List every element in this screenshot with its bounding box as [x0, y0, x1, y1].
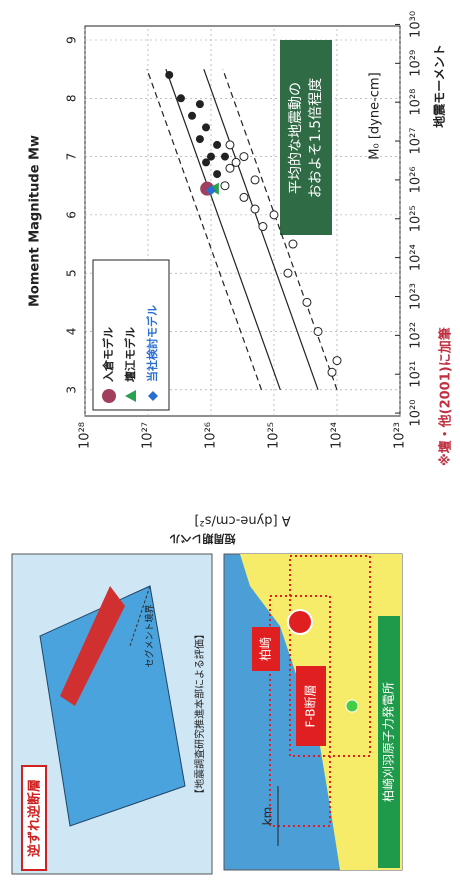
x-axis-title: Moment Magnitude Mw [28, 135, 43, 307]
x-tick-label: 8 [65, 94, 79, 102]
legend-label: 壇江モデル [123, 327, 137, 382]
y-tick-label: 10²⁸ [78, 422, 93, 449]
point [270, 211, 278, 219]
slide: 逆ずれ逆断層 セグメント境界 【地震調査研究推進本部による評価】 km F-B断… [0, 0, 460, 886]
point [221, 153, 229, 161]
point [213, 141, 221, 149]
x2-tick-label: 10²⁰ [409, 400, 424, 427]
legend-marker [102, 389, 116, 403]
point [240, 193, 248, 201]
point [251, 205, 259, 213]
x2-tick-label: 10²⁹ [409, 50, 424, 77]
legend-label: 入倉モデル [101, 327, 115, 382]
point [188, 112, 196, 120]
point [226, 164, 234, 172]
y-axis-title: A [dyne-cm/s²] [194, 513, 290, 528]
point [165, 71, 173, 79]
x-tick-label: 3 [65, 386, 79, 394]
legend-label: 当社検討モデル [145, 305, 159, 382]
x-tick-label: 9 [65, 36, 79, 44]
x2-tick-label: 10²⁸ [409, 89, 424, 116]
point [221, 182, 229, 190]
annotation: おおよそ1.5倍程度 [308, 78, 324, 198]
site-name: 柏崎 [258, 637, 273, 661]
y-tick-label: 10²⁵ [267, 422, 282, 449]
point [202, 123, 210, 131]
point [202, 158, 210, 166]
x2-tick-label: 10³⁰ [409, 11, 424, 38]
source-note: ※壇・他(2001)に加筆 [438, 327, 454, 466]
x2-axis-title: 地震モーメント [432, 44, 447, 128]
fault-label: 逆ずれ逆断層 [27, 779, 43, 857]
rotated-slide: 逆ずれ逆断層 セグメント境界 【地震調査研究推進本部による評価】 km F-B断… [12, 11, 454, 874]
annotation: 平均的な地震動の [288, 82, 304, 194]
plant-name: 柏崎刈羽原子力発電所 [381, 682, 396, 802]
point [196, 135, 204, 143]
fault-caption: 【地震調査研究推進本部による評価】 [193, 629, 206, 799]
segment-label: セグメント境界 [144, 604, 156, 667]
x2-tick-label: 10²⁵ [409, 205, 424, 232]
point [251, 176, 259, 184]
point [196, 100, 204, 108]
x-tick-label: 6 [65, 211, 79, 219]
page: {"chart_data": {"type": "scatter", "xlab… [0, 0, 460, 886]
point [240, 153, 248, 161]
y-tick-label: 10²⁴ [330, 422, 345, 449]
x2-tick-label: 10²¹ [409, 361, 424, 388]
x2-tick-label: 10²³ [409, 283, 424, 310]
point [333, 357, 341, 365]
point [289, 240, 297, 248]
y-tick-label: 10²⁷ [141, 422, 156, 449]
point [177, 94, 185, 102]
x-tick-label: 7 [65, 153, 79, 161]
x2-tick-label: 10²⁴ [409, 244, 424, 271]
x-tick-label: 5 [65, 269, 79, 277]
point [314, 327, 322, 335]
x2-tick-label: 10²² [409, 322, 424, 349]
x2-tick-label: 10²⁶ [409, 166, 424, 193]
scale-label: km [261, 807, 275, 826]
y-axis-title-ja: 短周期レベル [170, 532, 236, 546]
point [226, 141, 234, 149]
x-tick-label: 4 [65, 328, 79, 336]
point [328, 368, 336, 376]
y-tick-label: 10²³ [393, 422, 408, 449]
plant-marker [346, 700, 358, 712]
point [303, 298, 311, 306]
x2-tick-label: 10²⁷ [409, 128, 424, 155]
site-marker [288, 610, 312, 634]
point [259, 223, 267, 231]
y-tick-label: 10²⁶ [204, 422, 219, 449]
fault-name: F-B断層 [303, 684, 318, 727]
point [213, 170, 221, 178]
x2-axis-inner: M₀ [dyne-cm] [368, 72, 383, 159]
point [284, 269, 292, 277]
